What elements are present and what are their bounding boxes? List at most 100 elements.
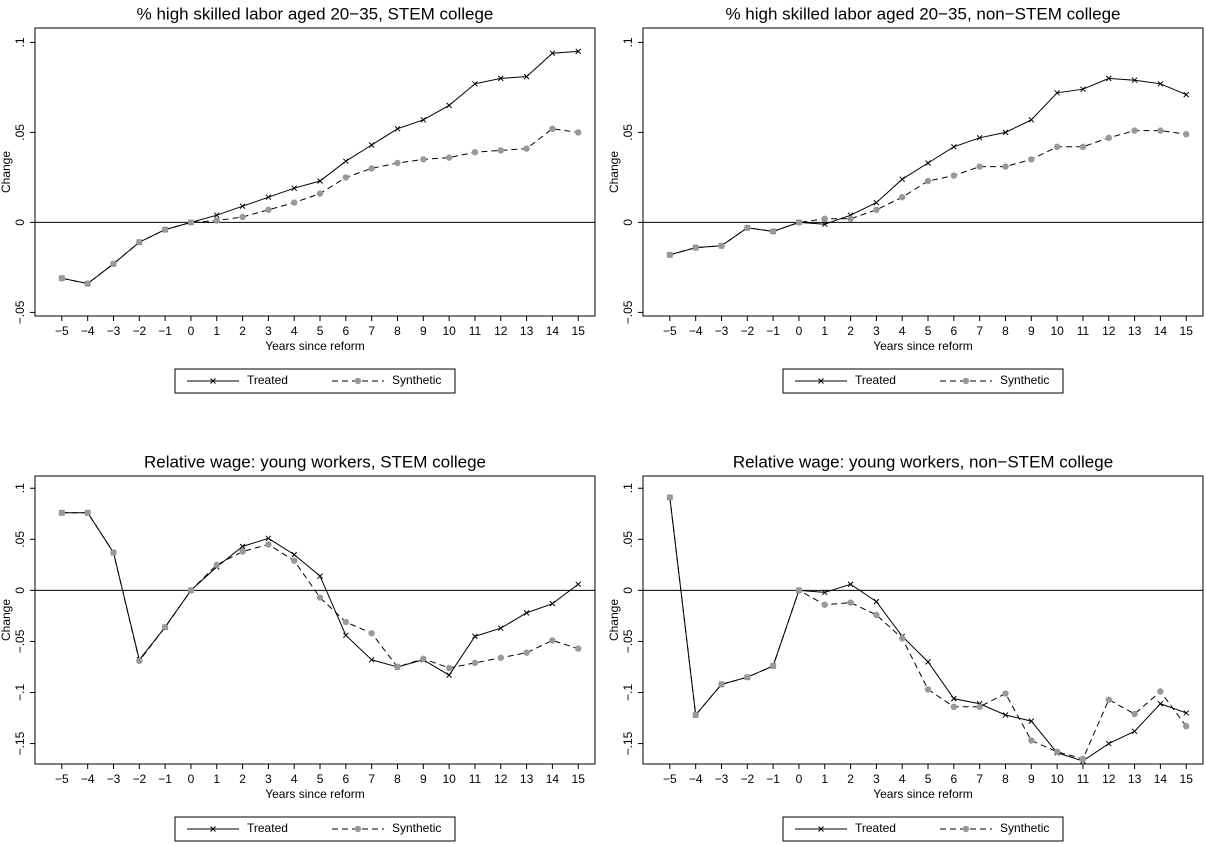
marker-x (472, 633, 478, 640)
marker-circle (136, 657, 143, 665)
y-axis-title: Change (607, 599, 621, 641)
legend-label: Treated (855, 821, 896, 835)
marker-circle (445, 154, 453, 161)
marker-circle (795, 587, 803, 594)
panel: Relative wage: young workers, non−STEM c… (607, 452, 1204, 842)
x-tick-label: 4 (291, 772, 298, 786)
marker-x (472, 80, 478, 87)
x-tick-label: 4 (291, 324, 298, 338)
x-tick-label: 9 (1028, 772, 1035, 786)
marker-x (549, 50, 556, 57)
marker-circle (84, 280, 91, 287)
marker-circle (291, 557, 298, 564)
x-tick-label: 13 (520, 772, 534, 786)
panel-title: % high skilled labor aged 20−35, STEM co… (137, 4, 494, 23)
series-line (61, 512, 579, 676)
panel-title: % high skilled labor aged 20−35, non−STE… (725, 4, 1120, 23)
legend-label: Synthetic (1000, 821, 1049, 835)
marker-x (575, 581, 582, 588)
marker-circle (744, 673, 751, 681)
marker-circle (368, 630, 375, 637)
marker-circle (769, 662, 777, 670)
y-tick-label: .05 (13, 124, 27, 141)
x-tick-label: 1 (213, 772, 220, 786)
x-tick-label: −3 (107, 324, 121, 338)
marker-circle (1105, 696, 1112, 703)
marker-x (1002, 712, 1009, 718)
marker-circle (342, 174, 350, 181)
x-tick-label: 6 (951, 324, 958, 338)
marker-circle (497, 147, 504, 154)
marker-x (925, 160, 931, 166)
marker-x (1131, 728, 1138, 735)
marker-x (1054, 89, 1060, 96)
y-tick-label: .1 (621, 37, 635, 47)
panel: Relative wage: young workers, STEM colle… (0, 452, 596, 842)
marker-circle (950, 703, 958, 711)
x-tick-label: −3 (715, 772, 729, 786)
series-line (61, 512, 579, 669)
marker-circle (471, 659, 479, 667)
marker-circle (847, 599, 854, 606)
marker-x (549, 600, 556, 607)
x-tick-label: 7 (368, 772, 375, 786)
x-tick-label: 10 (1050, 772, 1064, 786)
y-tick-label: 0 (621, 219, 635, 226)
marker-circle (718, 242, 725, 249)
x-axis-title: Years since reform (873, 787, 973, 801)
marker-circle (58, 509, 66, 516)
x-tick-label: 14 (1154, 772, 1168, 786)
x-tick-label: 12 (1102, 324, 1116, 338)
marker-circle (769, 228, 777, 235)
marker-circle (1002, 163, 1009, 170)
x-tick-label: 12 (1102, 772, 1116, 786)
x-tick-label: 2 (239, 772, 246, 786)
y-tick-label: 0 (621, 587, 635, 594)
marker-circle (316, 594, 324, 601)
x-tick-label: −1 (158, 324, 172, 338)
marker-x (368, 656, 375, 663)
x-tick-label: 15 (1180, 772, 1194, 786)
x-tick-label: 11 (1077, 324, 1090, 338)
marker-x (497, 625, 504, 632)
y-tick-label: .05 (13, 531, 27, 548)
marker-circle (213, 217, 220, 224)
plot-frame (34, 27, 596, 317)
y-tick-label: .1 (621, 483, 635, 493)
legend-label: Synthetic (392, 373, 441, 387)
marker-x (523, 73, 530, 80)
series-line (669, 497, 1187, 762)
legend-marker (210, 826, 216, 832)
marker-circle (58, 275, 66, 282)
legend-label: Synthetic (392, 821, 441, 835)
marker-x (394, 125, 401, 132)
x-tick-label: −4 (81, 324, 95, 338)
marker-circle (136, 239, 143, 246)
x-tick-label: 2 (239, 324, 246, 338)
y-axis-title: Change (0, 599, 13, 641)
marker-x (317, 573, 323, 579)
marker-circle (692, 711, 699, 719)
legend-marker (962, 377, 970, 385)
y-tick-label: 0 (13, 587, 27, 594)
x-tick-label: −5 (55, 772, 69, 786)
marker-x (1157, 700, 1164, 707)
marker-circle (420, 655, 427, 663)
marker-x (317, 178, 323, 184)
marker-circle (368, 165, 375, 172)
panel: % high skilled labor aged 20−35, non−STE… (607, 4, 1204, 394)
marker-circle (575, 645, 582, 652)
x-tick-label: 6 (951, 772, 958, 786)
marker-circle (523, 145, 530, 152)
marker-circle (187, 219, 195, 226)
marker-circle (497, 654, 504, 661)
marker-circle (847, 215, 854, 222)
marker-x (976, 134, 983, 141)
marker-circle (394, 663, 401, 671)
y-tick-label: −.05 (621, 629, 635, 653)
x-tick-label: 4 (899, 772, 906, 786)
x-tick-label: 15 (572, 324, 586, 338)
x-tick-label: 3 (873, 772, 880, 786)
legend-label: Treated (247, 821, 288, 835)
panel-title: Relative wage: young workers, non−STEM c… (733, 452, 1113, 471)
